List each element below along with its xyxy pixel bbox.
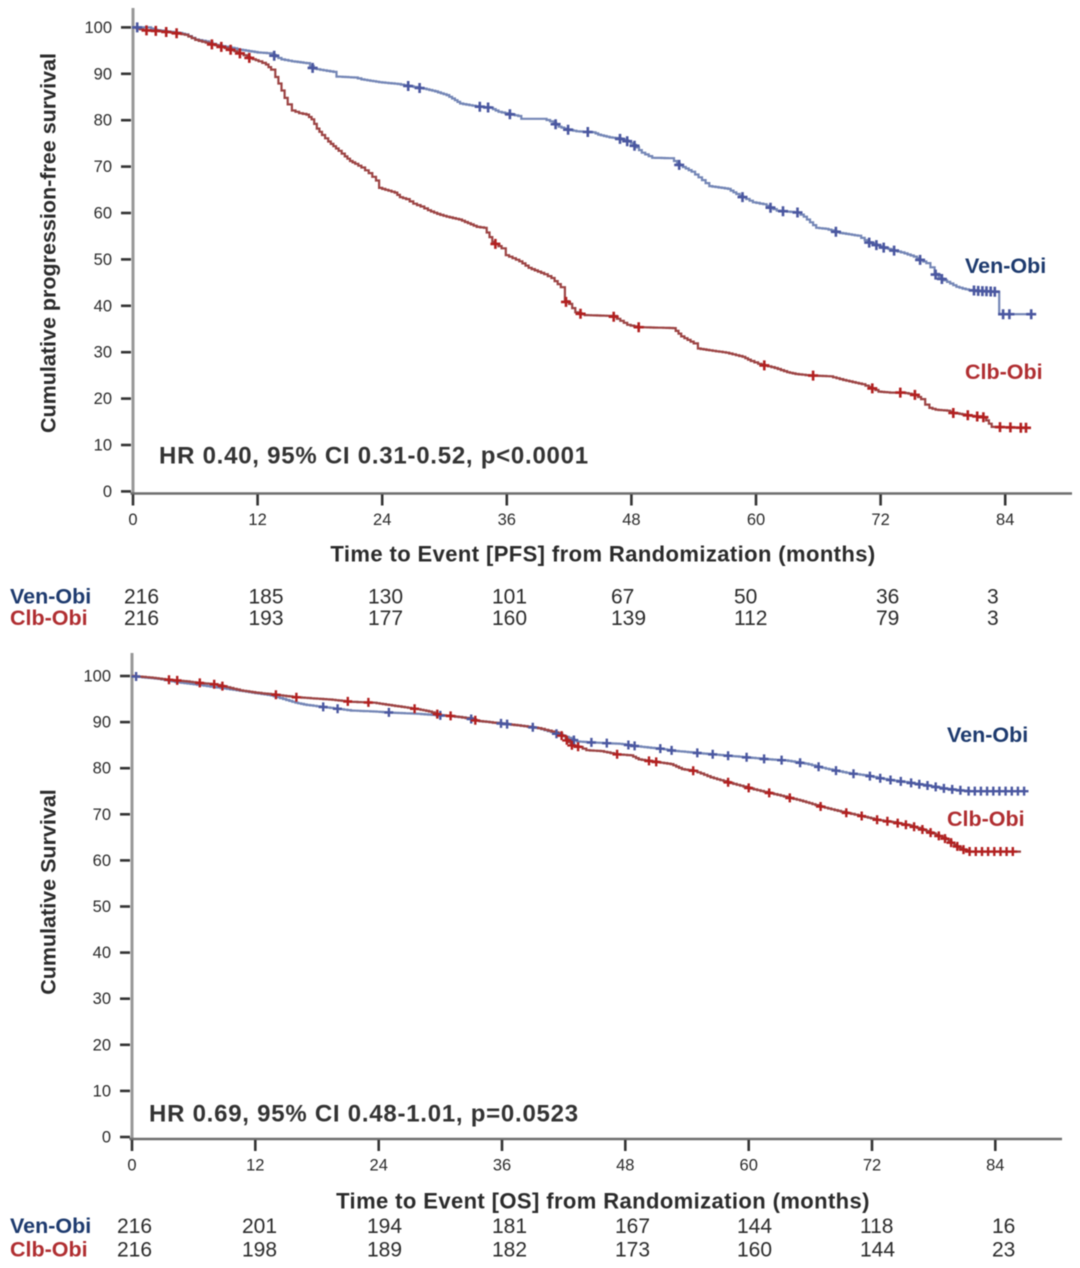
svg-text:181: 181 — [492, 1215, 527, 1238]
svg-text:84: 84 — [986, 1157, 1004, 1175]
svg-text:0: 0 — [127, 1157, 136, 1175]
svg-text:79: 79 — [876, 607, 899, 630]
svg-text:70: 70 — [93, 806, 111, 824]
svg-text:Cumulative progression-free su: Cumulative progression-free survival — [37, 53, 61, 433]
svg-text:194: 194 — [367, 1215, 402, 1238]
svg-text:130: 130 — [368, 586, 403, 609]
svg-text:144: 144 — [860, 1239, 895, 1262]
svg-text:40: 40 — [94, 297, 112, 315]
svg-text:24: 24 — [370, 1157, 388, 1175]
svg-text:139: 139 — [611, 607, 646, 630]
svg-text:Time to Event [PFS] from Rando: Time to Event [PFS] from Randomization (… — [330, 542, 875, 567]
svg-text:67: 67 — [611, 586, 634, 609]
svg-text:36: 36 — [876, 586, 899, 609]
svg-text:Ven-Obi: Ven-Obi — [965, 254, 1046, 278]
svg-text:3: 3 — [987, 586, 999, 609]
svg-text:48: 48 — [616, 1157, 634, 1175]
svg-text:12: 12 — [248, 511, 266, 529]
svg-text:10: 10 — [94, 437, 112, 455]
svg-text:20: 20 — [93, 1036, 111, 1054]
svg-text:Clb-Obi: Clb-Obi — [10, 606, 88, 630]
svg-text:HR 0.40, 95% CI 0.31-0.52, p<0: HR 0.40, 95% CI 0.31-0.52, p<0.0001 — [159, 443, 589, 470]
svg-text:50: 50 — [94, 251, 112, 269]
svg-text:60: 60 — [740, 1157, 758, 1175]
svg-text:Clb-Obi: Clb-Obi — [965, 360, 1043, 384]
svg-text:193: 193 — [249, 607, 284, 630]
svg-text:0: 0 — [102, 1129, 111, 1147]
svg-text:0: 0 — [103, 483, 112, 501]
svg-text:182: 182 — [492, 1239, 527, 1262]
svg-text:216: 216 — [124, 607, 159, 630]
svg-text:72: 72 — [863, 1157, 881, 1175]
svg-text:90: 90 — [93, 714, 111, 732]
svg-text:216: 216 — [117, 1215, 152, 1238]
svg-text:70: 70 — [94, 158, 112, 176]
svg-text:HR 0.69, 95% CI 0.48-1.01, p=0: HR 0.69, 95% CI 0.48-1.01, p=0.0523 — [149, 1101, 579, 1128]
svg-text:0: 0 — [128, 511, 137, 529]
svg-text:185: 185 — [249, 586, 284, 609]
svg-text:36: 36 — [493, 1157, 511, 1175]
svg-text:50: 50 — [93, 898, 111, 916]
svg-text:20: 20 — [94, 390, 112, 408]
svg-text:60: 60 — [94, 205, 112, 223]
svg-text:Cumulative Survival: Cumulative Survival — [37, 789, 61, 995]
svg-text:216: 216 — [124, 586, 159, 609]
svg-text:Ven-Obi: Ven-Obi — [10, 585, 91, 609]
svg-text:60: 60 — [747, 511, 765, 529]
svg-text:167: 167 — [615, 1215, 650, 1238]
svg-text:36: 36 — [498, 511, 516, 529]
svg-text:50: 50 — [734, 586, 757, 609]
svg-text:101: 101 — [492, 586, 527, 609]
svg-text:Ven-Obi: Ven-Obi — [947, 723, 1028, 747]
svg-text:Ven-Obi: Ven-Obi — [10, 1214, 91, 1238]
svg-text:160: 160 — [492, 607, 527, 630]
svg-text:201: 201 — [242, 1215, 277, 1238]
svg-text:23: 23 — [992, 1239, 1015, 1262]
svg-text:177: 177 — [368, 607, 403, 630]
svg-text:160: 160 — [737, 1239, 772, 1262]
svg-text:198: 198 — [242, 1239, 277, 1262]
svg-text:100: 100 — [84, 19, 112, 37]
svg-text:24: 24 — [373, 511, 391, 529]
svg-text:84: 84 — [996, 511, 1014, 529]
svg-text:3: 3 — [987, 607, 999, 630]
svg-text:80: 80 — [94, 112, 112, 130]
svg-text:30: 30 — [93, 990, 111, 1008]
svg-text:173: 173 — [615, 1239, 650, 1262]
svg-text:Time to Event [OS] from Random: Time to Event [OS] from Randomization (m… — [336, 1189, 870, 1214]
svg-text:144: 144 — [737, 1215, 772, 1238]
svg-text:16: 16 — [992, 1215, 1015, 1238]
svg-text:10: 10 — [93, 1082, 111, 1100]
svg-text:216: 216 — [117, 1239, 152, 1262]
svg-text:112: 112 — [734, 607, 767, 630]
svg-text:189: 189 — [367, 1239, 402, 1262]
svg-text:30: 30 — [94, 344, 112, 362]
svg-text:100: 100 — [83, 668, 111, 686]
svg-text:118: 118 — [860, 1215, 893, 1238]
svg-text:Clb-Obi: Clb-Obi — [947, 807, 1025, 831]
svg-text:80: 80 — [93, 760, 111, 778]
svg-text:48: 48 — [622, 511, 640, 529]
svg-text:60: 60 — [93, 852, 111, 870]
svg-text:90: 90 — [94, 65, 112, 83]
svg-text:Clb-Obi: Clb-Obi — [10, 1238, 88, 1262]
svg-text:40: 40 — [93, 944, 111, 962]
svg-text:12: 12 — [246, 1157, 264, 1175]
svg-text:72: 72 — [871, 511, 889, 529]
